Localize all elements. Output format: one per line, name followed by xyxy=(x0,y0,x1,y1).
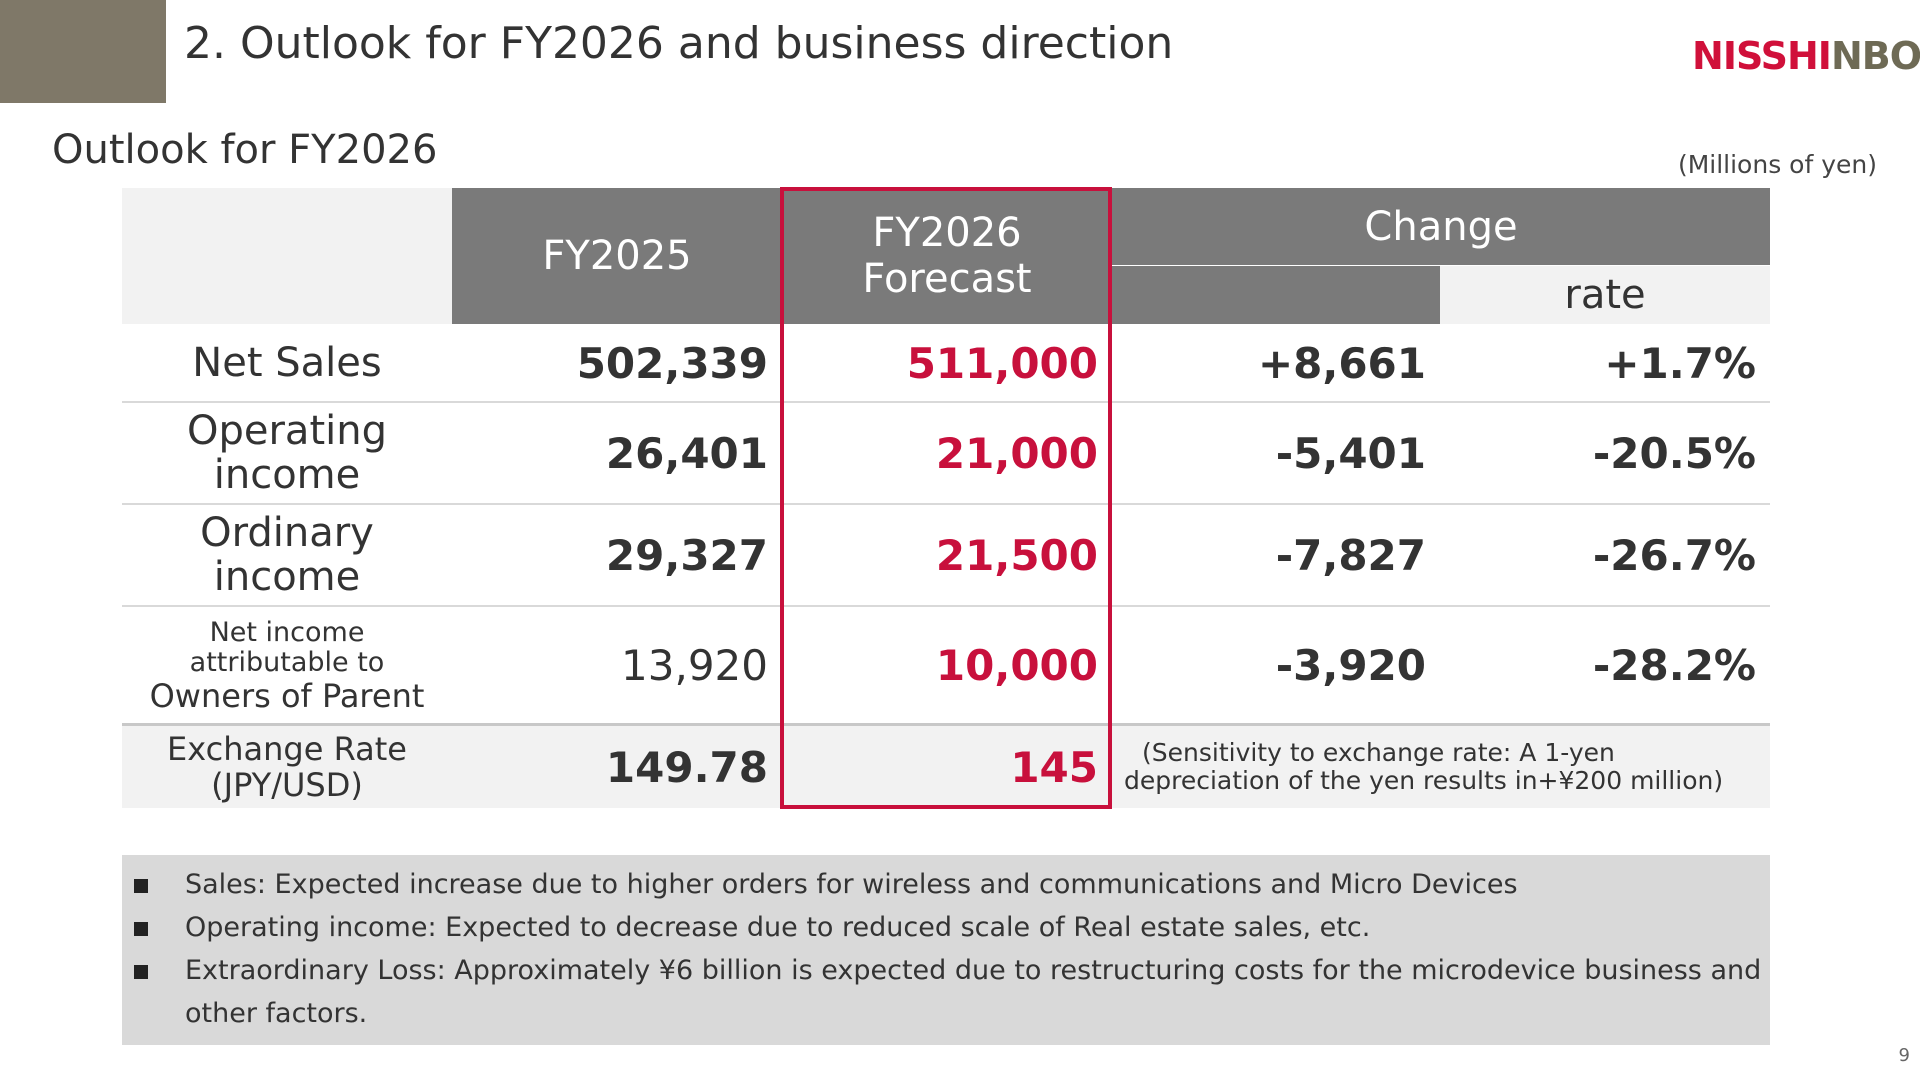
exchange-rate-sensitivity-note: (Sensitivity to exchange rate: A 1-yen d… xyxy=(1112,726,1770,808)
row-label-line: (JPY/USD) xyxy=(211,766,363,804)
square-bullet-icon xyxy=(134,922,148,936)
col-header-change-amount xyxy=(1112,266,1440,324)
col-header-fy2026-line1: FY2026 xyxy=(872,210,1022,256)
square-bullet-icon xyxy=(134,879,148,893)
logo-part-i: I xyxy=(1817,34,1832,78)
ordinary-income-fy2025: 29,327 xyxy=(605,530,768,580)
row-label-net-income: Net income attributable to Owners of Par… xyxy=(122,607,452,724)
net-income-fy2025: 13,920 xyxy=(621,641,768,690)
row-divider xyxy=(122,503,1770,505)
page-number: 9 xyxy=(1898,1045,1910,1066)
row-label-line: Operating xyxy=(187,408,387,454)
ordinary-income-change: -7,827 xyxy=(1275,530,1426,580)
row-label-line: Ordinary xyxy=(200,510,374,556)
exchange-rate-fy2026: 145 xyxy=(1010,742,1098,792)
row-divider xyxy=(122,723,1770,726)
row-label-line: Net income xyxy=(209,616,365,648)
corner-decoration-block xyxy=(0,0,166,103)
col-header-fy2025: FY2025 xyxy=(452,188,782,324)
header-corner-cell xyxy=(122,188,452,324)
net-income-change: -3,920 xyxy=(1275,641,1426,690)
note-item: Extraordinary Loss: Approximately ¥6 bil… xyxy=(122,953,1770,996)
square-bullet-icon xyxy=(134,965,148,979)
note-item: Operating income: Expected to decrease d… xyxy=(122,910,1770,953)
unit-label: (Millions of yen) xyxy=(1677,150,1877,179)
net-income-rate: -28.2% xyxy=(1592,641,1756,690)
net-sales-change: +8,661 xyxy=(1257,338,1426,388)
col-header-change: Change xyxy=(1112,188,1770,265)
row-label-line: Owners of Parent xyxy=(149,676,425,715)
row-label-net-sales: Net Sales xyxy=(192,340,382,386)
ordinary-income-fy2026: 21,500 xyxy=(935,530,1098,580)
col-header-rate: rate xyxy=(1440,266,1770,324)
net-income-fy2026: 10,000 xyxy=(935,641,1098,690)
logo-part-nbo: NBO xyxy=(1830,34,1920,78)
row-label-line: Exchange Rate xyxy=(167,730,407,768)
row-label-operating-income: Operating income xyxy=(122,403,452,503)
note-text: Extraordinary Loss: Approximately ¥6 bil… xyxy=(185,955,1762,986)
outlook-table: FY2025 FY2026 Forecast Change rate Net S… xyxy=(122,188,1770,808)
note-text: Sales: Expected increase due to higher o… xyxy=(185,869,1518,900)
row-label-line: income xyxy=(213,452,361,498)
page-title: 2. Outlook for FY2026 and business direc… xyxy=(184,18,1174,69)
note-text: other factors. xyxy=(185,998,368,1029)
fx-row-background xyxy=(122,726,1770,808)
row-label-line: attributable to xyxy=(189,646,385,678)
row-label-ordinary-income: Ordinary income xyxy=(122,505,452,605)
row-label-line: income xyxy=(213,554,361,600)
row-divider xyxy=(122,605,1770,607)
sensitivity-line: depreciation of the yen results in+¥200 … xyxy=(1124,766,1724,795)
col-header-fy2026: FY2026 Forecast xyxy=(782,188,1112,324)
operating-income-fy2025: 26,401 xyxy=(605,428,768,478)
note-item: Sales: Expected increase due to higher o… xyxy=(122,867,1770,910)
ordinary-income-rate: -26.7% xyxy=(1592,530,1756,580)
notes-box: Sales: Expected increase due to higher o… xyxy=(122,855,1770,1045)
section-title: Outlook for FY2026 xyxy=(52,127,438,173)
row-divider xyxy=(122,401,1770,403)
operating-income-change: -5,401 xyxy=(1275,428,1426,478)
logo-part-n: N xyxy=(1692,34,1724,78)
row-label-exchange-rate: Exchange Rate (JPY/USD) xyxy=(122,726,452,808)
net-sales-fy2026: 511,000 xyxy=(906,338,1098,388)
note-text: Operating income: Expected to decrease d… xyxy=(185,912,1371,943)
operating-income-fy2026: 21,000 xyxy=(935,428,1098,478)
net-sales-rate: +1.7% xyxy=(1604,338,1756,388)
note-item-continuation: other factors. xyxy=(122,996,1770,1039)
nisshinbo-logo: NISSHINBO xyxy=(1692,34,1920,78)
sensitivity-line: (Sensitivity to exchange rate: A 1-yen xyxy=(1142,738,1615,767)
net-sales-fy2025: 502,339 xyxy=(576,338,768,388)
operating-income-rate: -20.5% xyxy=(1592,428,1756,478)
logo-part-issh: ISSH xyxy=(1722,34,1819,78)
col-header-fy2026-line2: Forecast xyxy=(862,256,1032,302)
exchange-rate-fy2025: 149.78 xyxy=(605,742,768,792)
